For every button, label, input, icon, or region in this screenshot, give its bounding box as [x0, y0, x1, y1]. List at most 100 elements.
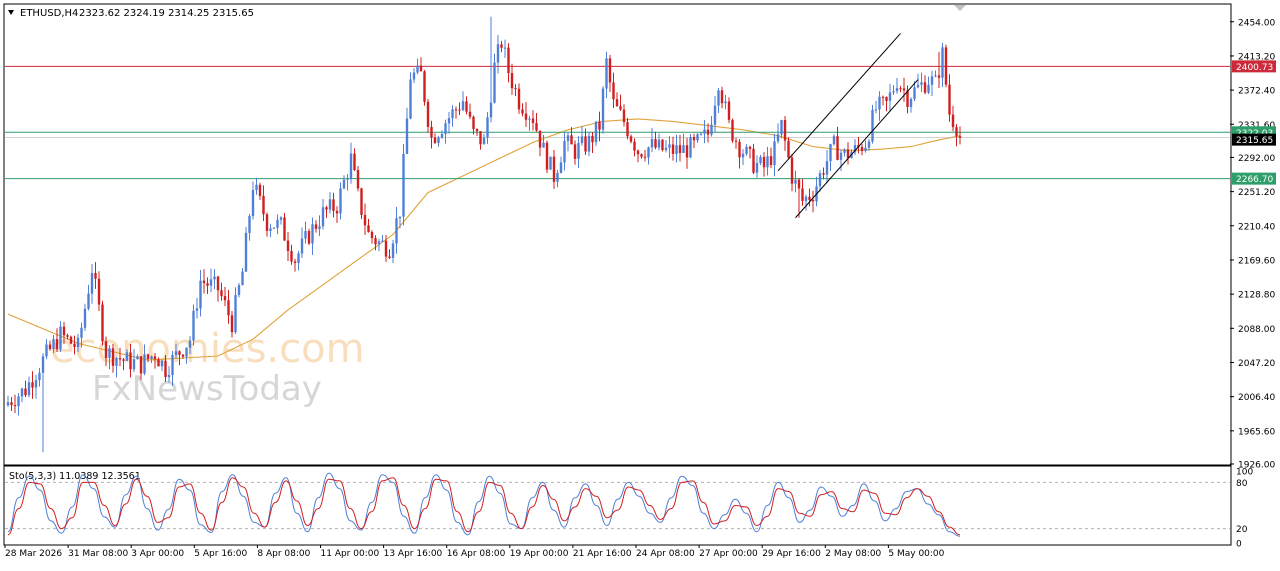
candle[interactable]: [398, 216, 402, 229]
candle[interactable]: [552, 150, 556, 189]
candle[interactable]: [528, 115, 531, 131]
candle[interactable]: [335, 206, 339, 224]
candle[interactable]: [10, 397, 13, 412]
candle[interactable]: [269, 223, 272, 237]
candle[interactable]: [129, 344, 132, 378]
candle[interactable]: [423, 69, 426, 106]
candle[interactable]: [27, 376, 31, 398]
candle[interactable]: [216, 275, 220, 302]
candle[interactable]: [447, 112, 451, 134]
candle[interactable]: [682, 133, 685, 154]
candle[interactable]: [34, 374, 38, 399]
candle[interactable]: [503, 39, 507, 58]
candle[interactable]: [741, 149, 745, 166]
candle[interactable]: [349, 142, 353, 184]
candle[interactable]: [188, 336, 192, 354]
candle[interactable]: [230, 310, 234, 338]
candle[interactable]: [451, 105, 454, 127]
candle[interactable]: [314, 220, 318, 233]
candle[interactable]: [776, 123, 780, 144]
candle[interactable]: [787, 137, 790, 160]
candle[interactable]: [874, 100, 878, 114]
candle[interactable]: [563, 132, 566, 171]
candle[interactable]: [171, 350, 174, 386]
candle[interactable]: [444, 119, 447, 144]
candle[interactable]: [573, 140, 577, 165]
candle[interactable]: [346, 174, 349, 191]
candle[interactable]: [367, 218, 370, 233]
candle[interactable]: [111, 344, 115, 373]
candle[interactable]: [136, 354, 139, 360]
candle[interactable]: [59, 321, 62, 352]
candle[interactable]: [181, 354, 185, 359]
candle[interactable]: [566, 131, 570, 152]
candle[interactable]: [405, 107, 409, 155]
candle[interactable]: [535, 113, 538, 132]
candle[interactable]: [853, 139, 857, 156]
candle[interactable]: [699, 132, 703, 136]
candle[interactable]: [944, 44, 948, 88]
candle[interactable]: [80, 322, 83, 348]
candle[interactable]: [808, 188, 811, 207]
candle[interactable]: [248, 213, 251, 241]
candle[interactable]: [773, 133, 776, 177]
candle[interactable]: [902, 77, 906, 102]
candle[interactable]: [69, 335, 73, 345]
candle[interactable]: [17, 393, 20, 416]
candle[interactable]: [769, 147, 773, 169]
candle[interactable]: [374, 235, 377, 251]
candle[interactable]: [909, 97, 913, 113]
candle[interactable]: [818, 170, 822, 192]
candle[interactable]: [864, 140, 867, 153]
candle[interactable]: [489, 16, 493, 123]
candle[interactable]: [227, 289, 230, 324]
candle[interactable]: [55, 328, 59, 352]
candle[interactable]: [832, 134, 836, 146]
candle[interactable]: [696, 133, 699, 143]
candle[interactable]: [710, 116, 713, 137]
candle[interactable]: [468, 103, 472, 120]
candle[interactable]: [622, 104, 626, 127]
candle[interactable]: [465, 96, 468, 115]
candle[interactable]: [923, 75, 927, 95]
candle[interactable]: [668, 136, 671, 158]
candle[interactable]: [871, 104, 874, 144]
candle[interactable]: [83, 303, 87, 331]
candle[interactable]: [276, 214, 279, 235]
candle[interactable]: [454, 106, 458, 119]
candle[interactable]: [244, 226, 248, 273]
candle[interactable]: [202, 269, 206, 294]
candle[interactable]: [342, 175, 346, 190]
candle[interactable]: [510, 63, 514, 95]
candle[interactable]: [66, 333, 69, 340]
candle[interactable]: [241, 267, 244, 286]
candle[interactable]: [440, 130, 444, 139]
candle[interactable]: [157, 357, 160, 367]
candle[interactable]: [108, 345, 111, 370]
candle[interactable]: [150, 355, 153, 364]
candle[interactable]: [598, 111, 601, 142]
candle[interactable]: [556, 170, 559, 188]
candle[interactable]: [20, 387, 24, 403]
candle[interactable]: [101, 300, 104, 346]
candle[interactable]: [283, 212, 286, 241]
candle[interactable]: [45, 339, 48, 360]
candle[interactable]: [139, 356, 143, 380]
candle[interactable]: [41, 353, 45, 453]
candle[interactable]: [703, 120, 706, 144]
candle[interactable]: [307, 228, 311, 246]
candle[interactable]: [941, 42, 944, 87]
candle[interactable]: [612, 72, 615, 108]
candle[interactable]: [433, 133, 437, 144]
candle[interactable]: [640, 153, 643, 159]
channel-lower-line[interactable]: [795, 79, 919, 219]
candle[interactable]: [293, 258, 297, 272]
candle[interactable]: [636, 149, 640, 163]
candle[interactable]: [76, 333, 80, 353]
candle[interactable]: [507, 43, 510, 83]
candle[interactable]: [738, 139, 741, 169]
candle[interactable]: [416, 58, 419, 75]
candle[interactable]: [521, 103, 524, 117]
candle[interactable]: [570, 127, 573, 145]
candle[interactable]: [206, 277, 209, 294]
